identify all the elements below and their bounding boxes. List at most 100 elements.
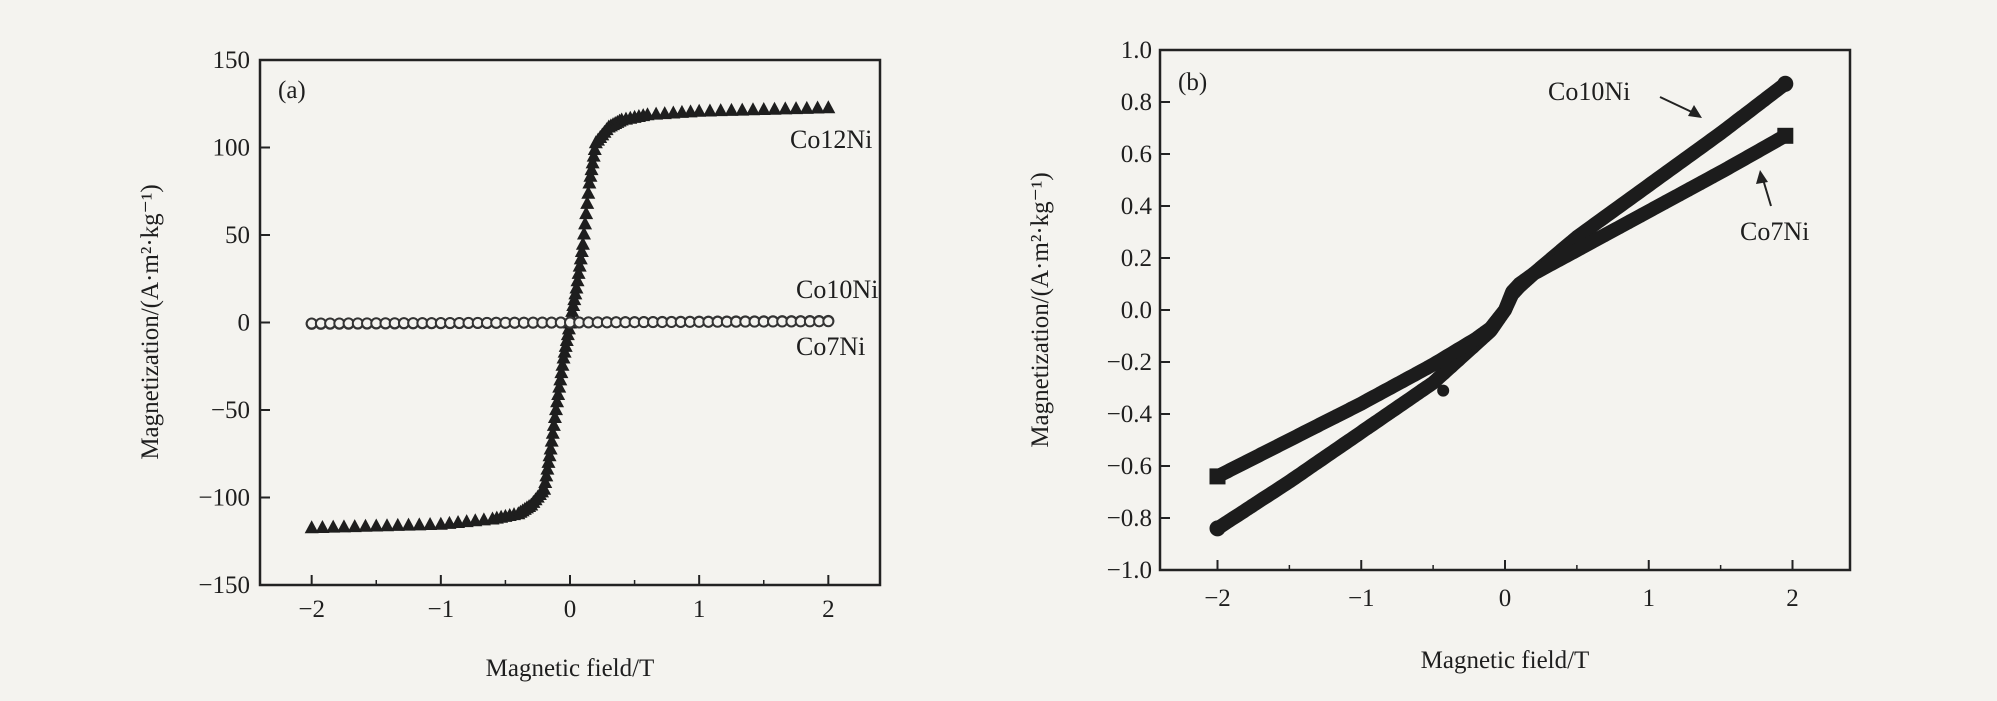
- co7ni-marker: [1777, 127, 1794, 144]
- co12ni-marker: [735, 102, 750, 116]
- co10ni-arrow-head: [1688, 105, 1702, 118]
- co7ni-arrow-head: [1756, 170, 1768, 184]
- co12ni-marker: [702, 103, 717, 117]
- panel-b-label: (b): [1178, 69, 1207, 96]
- co12ni-marker: [545, 425, 560, 439]
- co12ni-marker: [347, 519, 362, 533]
- panel-b-x-tick-label: 2: [1786, 585, 1799, 612]
- co12ni-marker: [539, 468, 554, 482]
- co12ni-marker: [538, 475, 553, 489]
- panel-b-x-axis-title: Magnetic field/T: [1421, 647, 1590, 674]
- panel-a: −2 −1 0 1 2 −150 −100 −50 0 50 100 150 (a) Magnetic…: [137, 47, 882, 682]
- co12ni-marker: [550, 394, 565, 408]
- co12ni-marker: [540, 461, 555, 475]
- co12ni-marker: [756, 102, 771, 115]
- panel-b-ticks: −2 −1 0 1 2 −1.0 −0.8 −0.6 −0.4 −0.2 0.0 0.2 0.4 0.6 0…: [1107, 37, 1799, 612]
- panel-a-y-tick-label: −100: [198, 485, 250, 512]
- panel-a-label: (a): [278, 77, 306, 104]
- panel-b-y-tick-label: −0.2: [1107, 349, 1152, 376]
- panel-a-y-tick-label: 150: [213, 47, 251, 74]
- co12ni-marker: [581, 185, 596, 199]
- panel-a-y-tick-label: 50: [225, 222, 250, 249]
- co12ni-marker: [713, 103, 728, 117]
- panel-b-x-tick-label: −1: [1348, 585, 1375, 612]
- co12ni-marker: [358, 518, 373, 532]
- co12ni-marker: [541, 454, 556, 468]
- co12ni-marker: [326, 519, 341, 533]
- panel-a-series-label-co10ni: Co10Ni: [796, 275, 878, 304]
- co12ni-marker: [778, 101, 793, 115]
- co7ni-marker: [1209, 468, 1226, 485]
- co12ni-marker: [810, 100, 825, 114]
- panel-a-ticks: −2 −1 0 1 2 −150 −100 −50 0 50 100 150: [198, 47, 834, 623]
- co12ni-marker: [569, 280, 584, 294]
- panel-a-series-label-co12ni: Co12Ni: [790, 125, 872, 154]
- panel-b-y-tick-label: −0.4: [1107, 401, 1153, 428]
- co12ni-marker: [552, 379, 567, 393]
- co12ni-marker: [423, 517, 438, 531]
- co12ni-marker: [799, 100, 814, 114]
- panel-b-x-tick-label: 0: [1499, 585, 1512, 612]
- panel-b-marks: [1209, 75, 1794, 537]
- panel-b-y-tick-label: 1.0: [1121, 37, 1152, 64]
- co12ni-marker: [573, 251, 588, 265]
- panel-a-y-axis-title: Magnetization/(A·m²·kg⁻¹): [137, 184, 164, 459]
- panel-a-x-tick-label: 1: [693, 596, 706, 623]
- co12ni-marker: [821, 100, 836, 114]
- panel-a-x-axis-title: Magnetic field/T: [486, 655, 655, 682]
- panel-a-y-tick-label: 100: [213, 135, 251, 162]
- co12ni-marker: [542, 448, 557, 462]
- co12ni-marker: [369, 518, 384, 532]
- panel-b-y-tick-label: −0.6: [1107, 453, 1152, 480]
- co12ni-marker: [574, 244, 589, 258]
- co12ni-marker: [584, 162, 599, 176]
- panel-b-y-tick-label: −0.8: [1107, 505, 1152, 532]
- panel-a-marks: [304, 100, 836, 534]
- co7ni-marker: [822, 315, 835, 328]
- panel-a-x-tick-label: −1: [428, 596, 455, 623]
- panel-a-x-tick-label: 0: [564, 596, 577, 623]
- co12ni-marker: [571, 265, 586, 279]
- co12ni-marker: [315, 519, 330, 533]
- panel-b-y-tick-label: 0.2: [1121, 245, 1152, 272]
- co12ni-marker: [724, 102, 739, 116]
- co12ni-marker: [336, 519, 351, 533]
- co12ni-marker: [401, 517, 416, 531]
- co12ni-marker: [578, 216, 593, 230]
- co12ni-marker: [789, 101, 804, 115]
- co12ni-marker: [767, 101, 782, 115]
- co12ni-marker: [583, 168, 598, 182]
- co12ni-marker: [555, 357, 570, 371]
- panel-b-series-label-co7ni: Co7Ni: [1740, 217, 1809, 246]
- panel-b-x-tick-label: −2: [1204, 585, 1231, 612]
- panel-b-y-tick-label: 0.4: [1121, 193, 1153, 220]
- co12ni-marker: [579, 206, 594, 220]
- panel-b-y-tick-label: 0.0: [1121, 297, 1152, 324]
- co12ni-marker: [745, 102, 760, 116]
- co10ni-marker: [1209, 520, 1226, 537]
- co12ni-marker: [553, 372, 568, 386]
- co12ni-marker: [380, 518, 395, 532]
- panel-b: −2 −1 0 1 2 −1.0 −0.8 −0.6 −0.4 −0.2 0.0 0.2 0.4 0.6 0…: [1027, 37, 1852, 674]
- co12ni-marker: [587, 141, 602, 155]
- panel-a-series-label-co7ni: Co7Ni: [796, 332, 865, 361]
- co12ni-marker: [537, 481, 552, 495]
- co12ni-marker: [544, 433, 559, 447]
- co12ni-marker: [549, 402, 564, 416]
- co12ni-marker: [585, 155, 600, 169]
- co12ni-marker: [551, 386, 566, 400]
- panel-b-x-tick-label: 1: [1643, 585, 1656, 612]
- co12ni-marker: [582, 175, 597, 189]
- co12ni-marker: [572, 258, 587, 272]
- panel-b-y-tick-label: −1.0: [1107, 557, 1152, 584]
- co12ni-marker: [554, 365, 569, 379]
- co10ni-arrow-line: [1659, 96, 1697, 115]
- panel-a-x-tick-label: 2: [822, 596, 835, 623]
- co12ni-marker: [570, 273, 585, 287]
- co12ni-marker: [576, 226, 591, 240]
- panel-b-y-tick-label: 0.6: [1121, 141, 1152, 168]
- panel-a-y-tick-label: 0: [238, 310, 251, 337]
- co12ni-marker: [575, 236, 590, 250]
- panel-b-y-tick-label: 0.8: [1121, 89, 1152, 116]
